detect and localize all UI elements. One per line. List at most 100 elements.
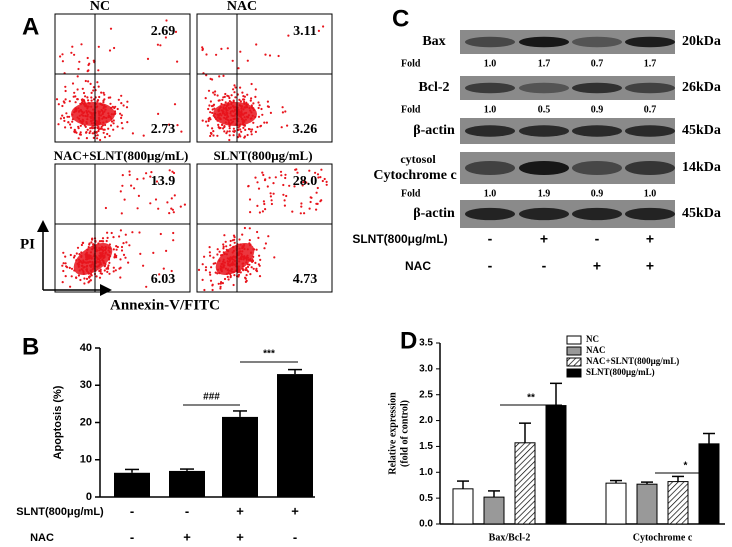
event-dot <box>225 132 228 135</box>
y-tick-label: 1.0 <box>419 467 433 478</box>
event-dot <box>97 126 100 129</box>
quadrant-value: 4.73 <box>293 272 318 287</box>
event-dot <box>59 55 62 58</box>
legend-label: NC <box>586 334 599 344</box>
event-dot <box>316 186 319 190</box>
event-dot <box>88 243 91 246</box>
event-dot <box>121 127 124 130</box>
fold-label: Fold <box>401 188 421 199</box>
event-dot <box>89 82 92 85</box>
event-dot <box>96 81 99 84</box>
blot-band <box>572 125 622 137</box>
event-dot <box>282 193 285 196</box>
event-dot <box>130 184 133 187</box>
event-dot <box>67 121 70 124</box>
event-dot <box>136 178 139 181</box>
event-dot <box>323 177 326 181</box>
event-dot <box>204 269 207 272</box>
event-dot <box>241 233 244 236</box>
event-dot <box>74 95 77 98</box>
plot-title: SLNT(800μg/mL) <box>213 148 312 163</box>
blot-band <box>625 82 675 94</box>
event-dot <box>109 27 113 30</box>
blot-label: Bcl-2 <box>418 80 449 95</box>
event-dot <box>246 59 249 62</box>
event-dot <box>285 194 288 198</box>
event-cluster <box>213 102 257 126</box>
event-dot <box>171 170 174 173</box>
event-dot <box>208 104 211 107</box>
event-dot <box>75 131 78 134</box>
event-dot <box>222 245 225 248</box>
event-dot <box>246 93 249 96</box>
event-dot <box>116 107 119 111</box>
event-dot <box>80 243 83 247</box>
event-dot <box>205 74 208 77</box>
event-dot <box>228 130 231 133</box>
event-dot <box>122 242 125 245</box>
event-dot <box>206 124 209 127</box>
event-dot <box>112 266 115 269</box>
blot-band <box>572 160 622 176</box>
event-dot <box>73 91 76 94</box>
event-dot <box>301 184 304 187</box>
fold-value: 0.7 <box>644 104 657 115</box>
event-dot <box>90 91 93 94</box>
fold-value: 0.7 <box>591 58 604 69</box>
event-dot <box>96 137 99 140</box>
event-dot <box>205 53 208 56</box>
event-dot <box>81 87 84 90</box>
event-dot <box>250 130 253 133</box>
event-dot <box>69 126 73 129</box>
event-dot <box>92 243 95 246</box>
event-dot <box>280 174 283 177</box>
event-dot <box>62 100 65 103</box>
event-dot <box>204 97 207 100</box>
treatment-sign: - <box>488 231 493 247</box>
event-dot <box>119 276 122 279</box>
event-dot <box>121 174 124 177</box>
event-dot <box>120 94 123 97</box>
event-dot <box>64 98 67 101</box>
event-dot <box>64 275 67 278</box>
event-dot <box>70 275 73 278</box>
event-dot <box>57 123 60 126</box>
event-dot <box>219 126 222 130</box>
event-dot <box>124 256 127 259</box>
event-dot <box>65 265 68 268</box>
blot-size: 45kDa <box>682 123 721 138</box>
event-dot <box>317 29 320 32</box>
event-dot <box>222 243 225 246</box>
event-dot <box>309 196 312 199</box>
event-dot <box>250 97 253 100</box>
event-dot <box>63 119 66 122</box>
event-dot <box>261 171 264 174</box>
event-dot <box>76 246 80 249</box>
event-dot <box>320 168 323 171</box>
event-dot <box>314 171 317 174</box>
x-table-sign: + <box>183 529 191 544</box>
event-dot <box>113 255 116 258</box>
event-dot <box>74 101 77 104</box>
event-dot <box>139 252 142 255</box>
event-dot <box>113 46 116 50</box>
event-dot <box>224 101 227 104</box>
event-dot <box>305 181 308 184</box>
event-dot <box>229 239 232 243</box>
event-dot <box>108 272 111 275</box>
bar <box>452 488 474 525</box>
event-dot <box>207 119 210 123</box>
bar <box>514 442 536 525</box>
event-dot <box>231 59 234 62</box>
event-dot <box>247 185 250 188</box>
event-dot <box>112 122 115 125</box>
event-dot <box>92 136 95 139</box>
event-dot <box>176 60 179 63</box>
event-dot <box>232 127 235 130</box>
event-dot <box>280 126 283 129</box>
event-dot <box>79 131 82 134</box>
event-dot <box>263 121 266 124</box>
event-dot <box>91 132 94 135</box>
event-dot <box>226 130 229 133</box>
fold-value: 1.7 <box>538 58 551 69</box>
